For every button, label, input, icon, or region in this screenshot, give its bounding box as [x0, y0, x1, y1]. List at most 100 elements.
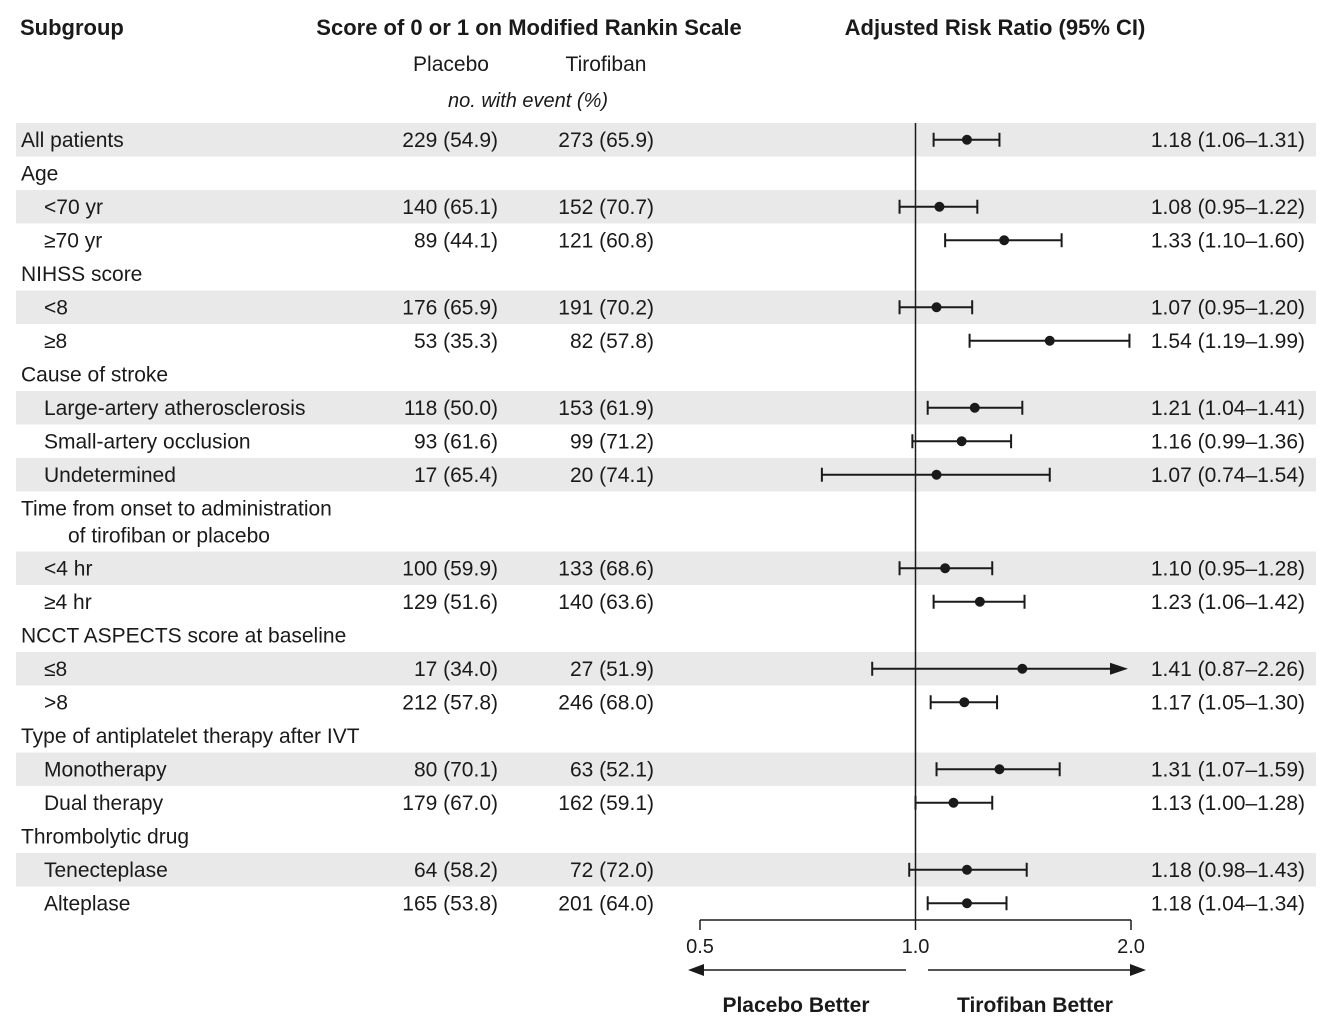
group-label: Thrombolytic drug [21, 825, 189, 848]
tirofiban-value: 246 (68.0) [558, 691, 654, 714]
placebo-value: 64 (58.2) [414, 859, 498, 882]
point-estimate [961, 134, 972, 145]
ci-text: 1.16 (0.99–1.36) [1151, 430, 1305, 453]
ci-text: 1.21 (1.04–1.41) [1151, 397, 1305, 420]
ci-text: 1.10 (0.95–1.28) [1151, 557, 1305, 580]
header-outcome: Score of 0 or 1 on Modified Rankin Scale [316, 15, 741, 40]
row-band [16, 458, 1316, 492]
column-headers: Subgroup Score of 0 or 1 on Modified Ran… [20, 15, 1145, 112]
row-band [16, 752, 1316, 786]
ci-text: 1.18 (1.06–1.31) [1151, 129, 1305, 152]
header-placebo: Placebo [413, 53, 489, 76]
row-label: Monotherapy [44, 758, 167, 781]
group-label: Age [21, 162, 58, 185]
point-estimate [959, 697, 970, 708]
row-band [16, 391, 1316, 425]
placebo-value: 140 (65.1) [402, 196, 498, 219]
row-label: Large-artery atherosclerosis [44, 397, 305, 420]
point-estimate [940, 563, 951, 574]
point-estimate [961, 898, 972, 909]
placebo-value: 53 (35.3) [414, 330, 498, 353]
table-rows: All patients 229 (54.9) 273 (65.9) 1.18 (1.… [21, 129, 1305, 916]
group-label: Cause of stroke [21, 363, 168, 386]
row-label: All patients [21, 129, 124, 152]
point-estimate [948, 797, 959, 808]
placebo-value: 17 (34.0) [414, 658, 498, 681]
tirofiban-value: 121 (60.8) [558, 229, 654, 252]
tirofiban-value: 273 (65.9) [558, 129, 654, 152]
placebo-value: 100 (59.9) [402, 557, 498, 580]
placebo-value: 129 (51.6) [402, 591, 498, 614]
point-estimate [961, 864, 972, 875]
ci-text: 1.41 (0.87–2.26) [1151, 658, 1305, 681]
tirofiban-value: 82 (57.8) [570, 330, 654, 353]
ci-text: 1.54 (1.19–1.99) [1151, 330, 1305, 353]
favors-left-label: Placebo Better [722, 994, 869, 1017]
ci-text: 1.31 (1.07–1.59) [1151, 758, 1305, 781]
favors-left-arrowhead [688, 964, 704, 976]
placebo-value: 89 (44.1) [414, 229, 498, 252]
tirofiban-value: 20 (74.1) [570, 464, 654, 487]
ci-text: 1.23 (1.06–1.42) [1151, 591, 1305, 614]
row-label: ≤8 [44, 658, 67, 681]
favors-right-label: Tirofiban Better [957, 994, 1113, 1017]
plot-marks [820, 123, 1131, 920]
tirofiban-value: 201 (64.0) [558, 892, 654, 915]
point-estimate [999, 235, 1010, 246]
x-tick-label: 0.5 [686, 936, 714, 958]
placebo-value: 176 (65.9) [402, 296, 498, 319]
row-label: <8 [44, 296, 68, 319]
row-label: <70 yr [44, 196, 103, 219]
tirofiban-value: 140 (63.6) [558, 591, 654, 614]
group-label: NIHSS score [21, 263, 142, 286]
point-estimate [969, 402, 980, 413]
tirofiban-value: 99 (71.2) [570, 430, 654, 453]
x-tick-label: 1.0 [902, 936, 930, 958]
row-band [16, 551, 1316, 585]
row-label: of tirofiban or placebo [68, 525, 270, 548]
placebo-value: 165 (53.8) [402, 892, 498, 915]
placebo-value: 212 (57.8) [402, 691, 498, 714]
tirofiban-value: 72 (72.0) [570, 859, 654, 882]
tirofiban-value: 27 (51.9) [570, 658, 654, 681]
row-label: ≥8 [44, 330, 67, 353]
group-label: NCCT ASPECTS score at baseline [21, 624, 346, 647]
ci-text: 1.18 (0.98–1.43) [1151, 859, 1305, 882]
row-label: ≥4 hr [44, 591, 92, 614]
row-band [16, 123, 1316, 157]
ci-text: 1.17 (1.05–1.30) [1151, 691, 1305, 714]
group-label: Type of antiplatelet therapy after IVT [21, 725, 360, 748]
ci-text: 1.08 (0.95–1.22) [1151, 196, 1305, 219]
ci-text: 1.07 (0.74–1.54) [1151, 464, 1305, 487]
point-estimate [974, 596, 985, 607]
placebo-value: 118 (50.0) [404, 397, 498, 420]
placebo-value: 179 (67.0) [402, 792, 498, 815]
header-subgroup: Subgroup [20, 15, 124, 40]
favors-labels: Placebo Better Tirofiban Better [688, 964, 1146, 1017]
tirofiban-value: 152 (70.7) [558, 196, 654, 219]
point-estimate [1044, 335, 1055, 346]
row-band [16, 290, 1316, 324]
tirofiban-value: 63 (52.1) [570, 758, 654, 781]
point-estimate [956, 436, 967, 447]
row-label: Undetermined [44, 464, 176, 487]
row-band [16, 190, 1316, 224]
row-label: ≥70 yr [44, 229, 102, 252]
row-label: Dual therapy [44, 792, 164, 815]
tirofiban-value: 133 (68.6) [558, 557, 654, 580]
placebo-value: 80 (70.1) [414, 758, 498, 781]
tirofiban-value: 191 (70.2) [558, 296, 654, 319]
tirofiban-value: 153 (61.9) [558, 397, 654, 420]
ci-text: 1.13 (1.00–1.28) [1151, 792, 1305, 815]
placebo-value: 229 (54.9) [402, 129, 498, 152]
point-estimate [1017, 663, 1028, 674]
row-bands [16, 123, 1316, 887]
row-label: Tenecteplase [44, 859, 168, 882]
header-effect: Adjusted Risk Ratio (95% CI) [845, 15, 1146, 40]
point-estimate [931, 469, 942, 480]
ci-text: 1.07 (0.95–1.20) [1151, 296, 1305, 319]
favors-right-arrowhead [1130, 964, 1146, 976]
placebo-value: 93 (61.6) [414, 430, 498, 453]
